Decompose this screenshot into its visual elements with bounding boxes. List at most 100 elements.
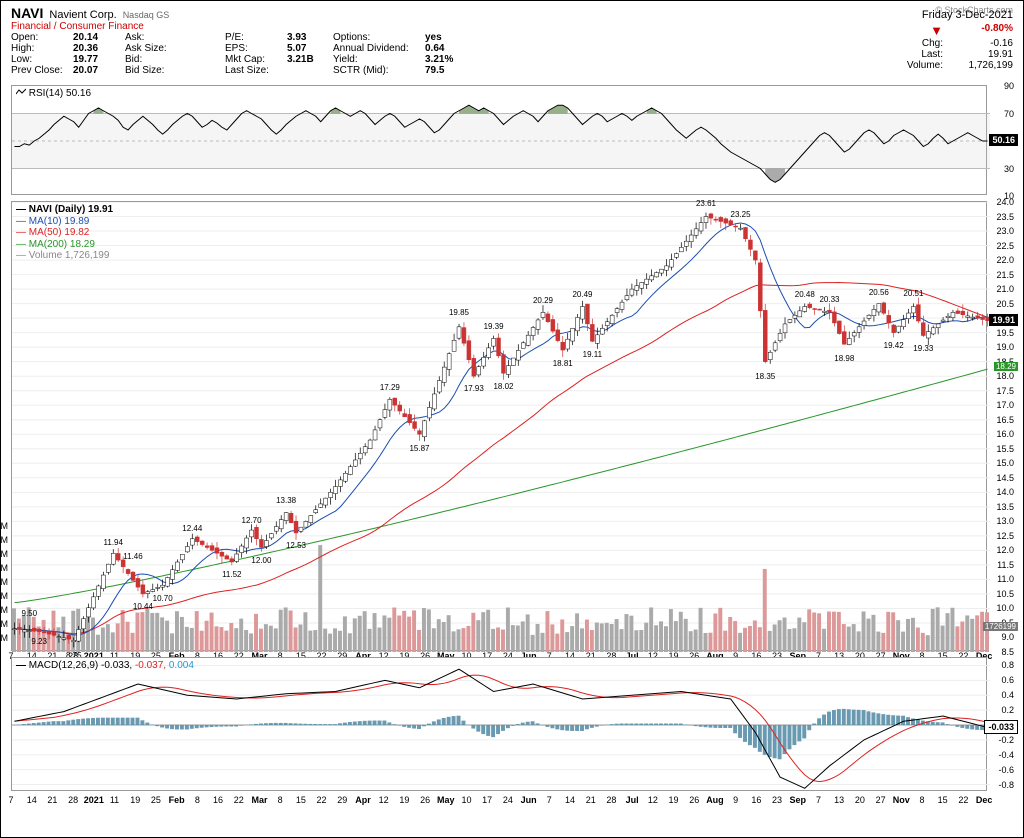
x-tick: 17 — [482, 795, 492, 805]
x-tick: 12 — [379, 795, 389, 805]
pe-label: P/E: — [225, 32, 285, 43]
macd-chart — [12, 658, 990, 792]
x-tick: 15 — [296, 795, 306, 805]
price-annotation: 23.25 — [731, 210, 751, 219]
price-annotation: 10.70 — [153, 594, 173, 603]
yield-value: 3.21% — [425, 54, 465, 65]
price-annotation: 18.35 — [755, 372, 775, 381]
rsi-legend: RSI(14) 50.16 — [16, 88, 91, 99]
price-y-axis: 24.023.523.022.522.021.521.020.520.019.5… — [988, 202, 1014, 650]
ask-label: Ask: — [125, 32, 185, 43]
x-tick: 26 — [689, 795, 699, 805]
ticker-symbol: NAVI — [11, 5, 43, 21]
x-tick: 27 — [876, 795, 886, 805]
x-tick: 21 — [586, 795, 596, 805]
x-tick: 7 — [8, 795, 13, 805]
pct-change-value: -0.80% — [943, 23, 1013, 38]
x-tick: 29 — [337, 795, 347, 805]
price-annotation: 19.39 — [484, 322, 504, 331]
macd-last-box: -0.033 — [984, 720, 1018, 734]
price-last-box: 19.91 — [989, 314, 1018, 326]
low-label: Low: — [11, 54, 71, 65]
x-tick: 25 — [151, 795, 161, 805]
x-tick: Dec — [976, 795, 993, 805]
price-annotation: 13.38 — [276, 496, 296, 505]
x-tick: Apr — [355, 795, 371, 805]
x-tick: 8 — [919, 795, 924, 805]
x-tick: 20 — [855, 795, 865, 805]
price-annotation: 20.33 — [819, 295, 839, 304]
price-annotation: 12.44 — [182, 524, 202, 533]
price-panel: — NAVI (Daily) 19.91— MA(10) 19.89— MA(5… — [11, 201, 987, 651]
rsi-panel: RSI(14) 50.16 9070503010 50.16 — [11, 85, 987, 195]
ohlc-stats: Open:20.14 Ask: P/E:3.93 Options:yes Hig… — [11, 32, 1013, 76]
x-tick: 2021 — [84, 795, 104, 805]
x-tick: 11 — [110, 795, 119, 805]
price-annotation: 19.85 — [449, 308, 469, 317]
x-tick: Feb — [169, 795, 185, 805]
x-tick: 7 — [547, 795, 552, 805]
options-label: Options: — [333, 32, 423, 43]
price-annotation: 18.02 — [493, 382, 513, 391]
price-annotation: 12.70 — [242, 516, 262, 525]
price-annotation: 15.87 — [409, 444, 429, 453]
price-chart — [12, 202, 990, 652]
x-tick: 8 — [195, 795, 200, 805]
low-value: 19.77 — [73, 54, 123, 65]
eps-label: EPS: — [225, 43, 285, 54]
x-tick: 23 — [772, 795, 782, 805]
x-tick: 8 — [278, 795, 283, 805]
price-annotation: 11.46 — [123, 552, 142, 561]
x-tick: 19 — [130, 795, 140, 805]
price-annotation: 12.00 — [251, 556, 271, 565]
x-tick: 26 — [420, 795, 430, 805]
price-annotation: 17.93 — [464, 384, 484, 393]
price-annotation: 17.29 — [380, 383, 400, 392]
price-annotation: 20.51 — [903, 289, 923, 298]
mcap-value: 3.21B — [287, 54, 331, 65]
company-name: Navient Corp. — [49, 9, 116, 21]
asksize-label: Ask Size: — [125, 43, 185, 54]
macd-legend: — MACD(12,26,9) -0.033, -0.037, 0.004 — [16, 660, 194, 671]
price-annotation: 10.44 — [133, 602, 153, 611]
macd-panel: — MACD(12,26,9) -0.033, -0.037, 0.004 0.… — [11, 657, 987, 791]
x-tick: 19 — [399, 795, 409, 805]
div-label: Annual Dividend: — [333, 43, 423, 54]
bidsize-value — [187, 65, 223, 76]
x-tick: 28 — [68, 795, 78, 805]
sector-label: Financial / Consumer Finance — [11, 21, 1013, 32]
x-tick: 24 — [503, 795, 513, 805]
price-annotation: 19.11 — [583, 350, 602, 359]
price-annotation: 19.33 — [913, 344, 933, 353]
ask-value — [187, 32, 223, 43]
mcap-label: Mkt Cap: — [225, 54, 285, 65]
div-value: 0.64 — [425, 43, 465, 54]
x-tick: 22 — [958, 795, 968, 805]
x-tick: Aug — [706, 795, 724, 805]
rsi-last-box: 50.16 — [989, 134, 1018, 146]
change-arrow-icon: ▼ — [893, 23, 943, 38]
price-legend: — NAVI (Daily) 19.91— MA(10) 19.89— MA(5… — [16, 204, 113, 262]
x-axis-macd: 7 14 21 28 2021 11 19 25 Feb 8 16 22 Mar 8 15 22 29 Apr 12… — [11, 795, 987, 809]
sctr-value: 79.5 — [425, 65, 465, 76]
price-annotation: 11.52 — [222, 570, 241, 579]
x-tick: 28 — [606, 795, 616, 805]
chg-value: -0.16 — [943, 38, 1013, 49]
high-value: 20.36 — [73, 43, 123, 54]
bid-value — [187, 54, 223, 65]
eps-value: 5.07 — [287, 43, 331, 54]
vol-label: Volume: — [893, 60, 943, 71]
price-annotation: 9.23 — [31, 637, 47, 646]
bidsize-label: Bid Size: — [125, 65, 185, 76]
stock-chart-container: © StockCharts.com NAVI Navient Corp. Nas… — [0, 0, 1024, 838]
lastsize-label: Last Size: — [225, 65, 285, 76]
x-tick: 14 — [565, 795, 575, 805]
high-label: High: — [11, 43, 71, 54]
x-tick: Mar — [251, 795, 267, 805]
prev-value: 20.07 — [73, 65, 123, 76]
x-tick: Jul — [626, 795, 639, 805]
x-tick: 16 — [213, 795, 223, 805]
x-tick: 9 — [733, 795, 738, 805]
price-annotation: 23.61 — [696, 199, 716, 208]
x-tick: 22 — [317, 795, 327, 805]
